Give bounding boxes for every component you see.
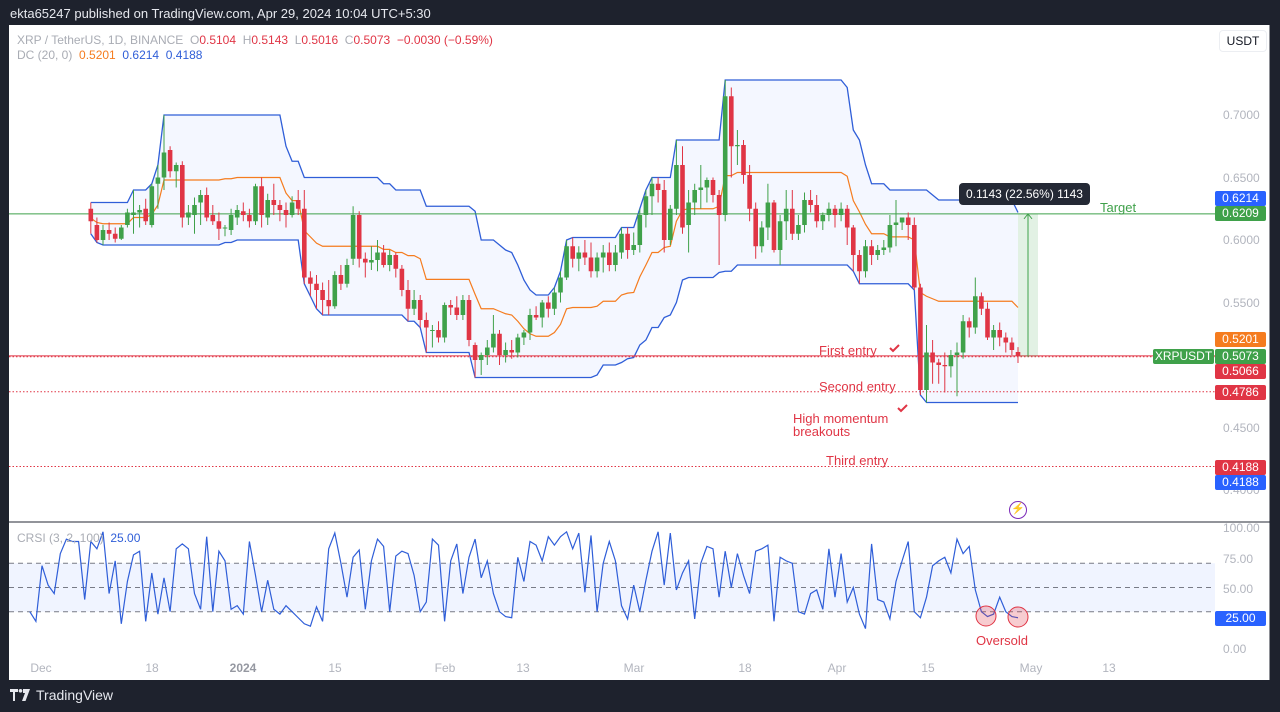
time-axis-tick: Mar [623,661,645,675]
target-label: Target [1100,200,1137,215]
time-axis-tick: 15 [328,661,342,675]
currency-button[interactable]: USDT [1219,30,1267,52]
price-axis-label: 0.4500 [1223,421,1260,435]
dc-upper-tag: 0.6214 [1215,191,1266,206]
time-axis-tick: May [1019,661,1043,675]
dc-upper-value: 0.6214 [122,48,160,62]
crsi-axis-label: 100.00 [1223,521,1260,535]
second-entry-tag: 0.4786 [1215,385,1266,400]
time-axis-tick: 18 [738,661,752,675]
tradingview-logo[interactable]: TradingView [10,687,113,703]
time-axis-tick: Feb [434,661,456,675]
measure-tooltip: 0.1143 (22.56%) 1143 [959,183,1090,205]
dc-basis-tag: 0.5201 [1215,332,1266,347]
lightning-icon[interactable]: ⚡ [1009,501,1027,519]
time-axis-tick: 13 [1102,661,1116,675]
second-entry-label: Second entry [819,379,896,394]
price-axis-label: 0.6500 [1223,171,1260,185]
price-axis-label: 0.5500 [1223,296,1260,310]
time-axis-tick: 13 [516,661,530,675]
open-value: 0.5104 [199,33,237,47]
high-momentum-label: High momentum [793,411,889,426]
first-entry-label: First entry [819,343,877,358]
time-axis-tick: 15 [921,661,935,675]
first-entry-tag: 0.5066 [1215,364,1266,379]
tradingview-brand: TradingView [36,687,114,703]
third-entry-tag: 0.4188 [1215,460,1266,475]
dc-lower-tag: 0.4188 [1215,475,1266,490]
crsi-value-tag: 25.00 [1215,611,1266,626]
high-value: 0.5143 [251,33,289,47]
footer-bar [0,680,1280,712]
change-value: −0.0030 (−0.59%) [396,33,493,47]
time-axis-tick: 2024 [229,661,257,675]
oversold-label: Oversold [976,633,1029,648]
third-entry-label: Third entry [826,453,889,468]
crsi-legend[interactable]: CRSI (3, 2, 100) 25.00 [17,531,140,545]
time-axis-tick: 18 [145,661,159,675]
chart-frame[interactable] [9,25,1270,680]
price-axis-label: 0.7000 [1223,108,1260,122]
close-value: 0.5073 [353,33,391,47]
dc-lower-value: 0.4188 [165,48,203,62]
price-axis-label: 0.6000 [1223,233,1260,247]
low-value: 0.5016 [301,33,339,47]
crsi-label: CRSI (3, 2, 100) [17,531,104,545]
crsi-axis-label: 0.00 [1223,642,1247,656]
crsi-axis-label: 50.00 [1223,582,1254,596]
tradingview-logo-icon [10,689,30,701]
time-axis-tick: Apr [827,661,847,675]
time-axis-tick: Dec [30,661,52,675]
crsi-value: 25.00 [110,531,141,545]
symbol-legend: XRP / TetherUS, 1D, BINANCE O0.5104 H0.5… [17,33,493,47]
last-price-tag: 0.5073 [1215,349,1266,364]
target-tag: 0.6209 [1215,206,1266,221]
dc-basis-value: 0.5201 [79,48,116,62]
publish-info: ekta65247 published on TradingView.com, … [0,0,1280,25]
dc-legend[interactable]: DC (20, 0) 0.5201 0.6214 0.4188 [17,48,202,62]
crsi-axis-label: 75.00 [1223,552,1254,566]
breakouts-label: breakouts [793,424,851,439]
symbol-tag: XRPUSDT [1153,349,1214,364]
dc-label: DC (20, 0) [17,48,73,62]
symbol-text: XRP / TetherUS, 1D, BINANCE [17,33,184,47]
